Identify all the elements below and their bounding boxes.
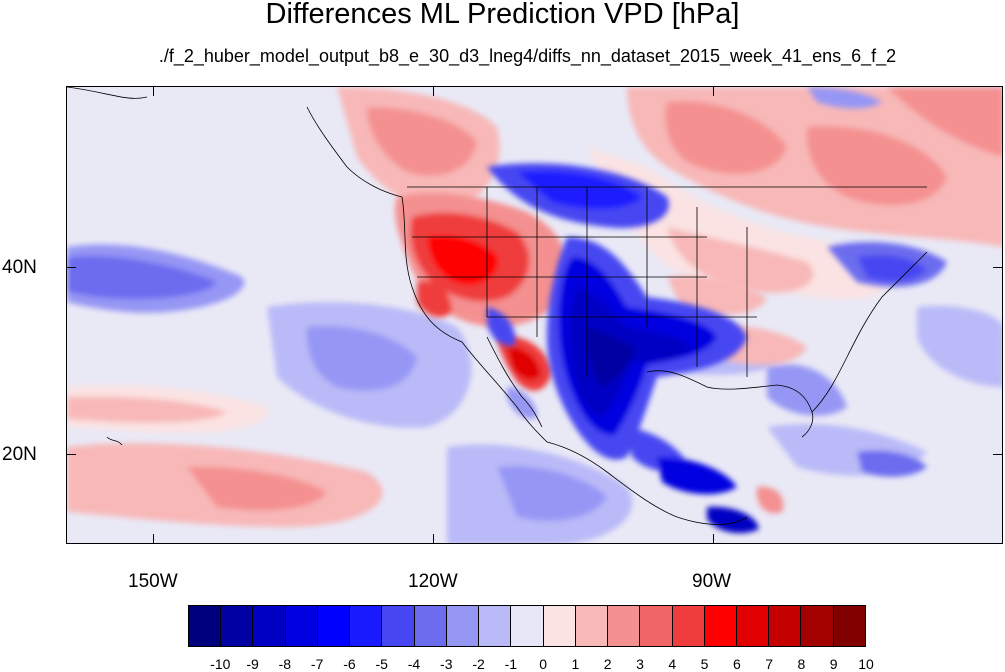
colorbar-swatch bbox=[479, 606, 512, 646]
colorbar-swatch bbox=[285, 606, 318, 646]
colorbar-swatch bbox=[704, 606, 737, 646]
pacific-negative-field bbox=[67, 244, 633, 543]
colorbar-label: -7 bbox=[310, 656, 324, 672]
colorbar-label: 6 bbox=[732, 656, 741, 672]
colorbar-label: 9 bbox=[829, 656, 838, 672]
y-tick-20n-left bbox=[66, 454, 76, 455]
y-tick-label-20n: 20N bbox=[2, 444, 37, 465]
colorbar-swatch bbox=[833, 606, 865, 646]
colorbar-swatch bbox=[189, 606, 222, 646]
colorbar-label: 1 bbox=[571, 656, 580, 672]
map-panel bbox=[66, 86, 1003, 544]
colorbar-label: -9 bbox=[246, 656, 259, 672]
y-tick-label-40n: 40N bbox=[2, 257, 37, 278]
x-tick-label-150w: 150W bbox=[128, 571, 178, 592]
colorbar-swatch bbox=[608, 606, 641, 646]
eastern-negative-field bbox=[767, 87, 1002, 477]
central-negative-field bbox=[487, 163, 759, 534]
x-tick-90w bbox=[713, 534, 714, 544]
colorbar-swatch bbox=[672, 606, 705, 646]
x-tick-150w-top bbox=[153, 86, 154, 96]
colorbar-label: 5 bbox=[700, 656, 709, 672]
x-tick-label-90w: 90W bbox=[692, 571, 732, 592]
colorbar-label: 4 bbox=[668, 656, 677, 672]
colorbar-swatch bbox=[317, 606, 351, 646]
x-tick-90w-top bbox=[713, 86, 714, 96]
colorbar-label: -10 bbox=[210, 656, 231, 672]
map-title: Differences ML Prediction VPD [hPa] bbox=[265, 0, 740, 30]
x-tick-120w bbox=[433, 534, 434, 544]
vpd-difference-map bbox=[67, 87, 1002, 543]
colorbar-label: 7 bbox=[765, 656, 774, 672]
y-tick-40n-right bbox=[993, 267, 1003, 268]
x-tick-label-120w: 120W bbox=[408, 571, 458, 592]
colorbar-swatch bbox=[640, 606, 673, 646]
colorbar-swatch bbox=[350, 606, 383, 646]
colorbar-swatch bbox=[736, 606, 770, 646]
colorbar-swatch bbox=[575, 606, 609, 646]
colorbar-label: -8 bbox=[278, 656, 292, 672]
colorbar-swatch bbox=[221, 606, 254, 646]
northern-positive-field bbox=[337, 87, 1002, 299]
colorbar-swatch bbox=[414, 606, 447, 646]
colorbar-swatch bbox=[801, 606, 834, 646]
colorbar-label: -4 bbox=[407, 656, 421, 672]
x-tick-150w bbox=[153, 534, 154, 544]
colorbar-label: -6 bbox=[343, 656, 356, 672]
colorbar-swatch bbox=[253, 606, 286, 646]
colorbar-label: -1 bbox=[504, 656, 518, 672]
colorbar bbox=[188, 605, 866, 647]
colorbar-label: -2 bbox=[472, 656, 485, 672]
map-subtitle: ./f_2_huber_model_output_b8_e_30_d3_lneg… bbox=[158, 46, 897, 66]
colorbar-label: -5 bbox=[375, 656, 388, 672]
colorbar-swatch bbox=[769, 606, 802, 646]
colorbar-label: 2 bbox=[603, 656, 612, 672]
colorbar-label: -3 bbox=[440, 656, 453, 672]
western-positive-field bbox=[395, 192, 567, 391]
colorbar-swatch bbox=[446, 606, 480, 646]
colorbar-label: 3 bbox=[636, 656, 644, 672]
colorbar-label: 10 bbox=[858, 656, 874, 672]
y-tick-40n-left bbox=[66, 267, 76, 268]
y-tick-20n-right bbox=[993, 454, 1003, 455]
colorbar-label: 8 bbox=[797, 656, 806, 672]
coastlines-borders bbox=[67, 87, 928, 525]
colorbar-swatch bbox=[511, 606, 544, 646]
x-tick-120w-top bbox=[433, 86, 434, 96]
colorbar-swatch bbox=[543, 606, 576, 646]
colorbar-swatch bbox=[382, 606, 415, 646]
colorbar-label: 0 bbox=[539, 656, 548, 672]
